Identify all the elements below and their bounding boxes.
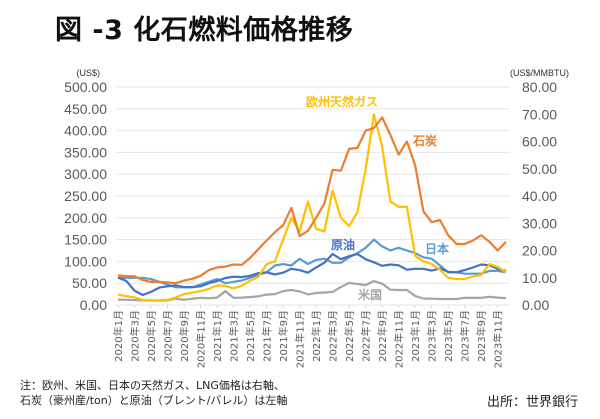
x-tick-label: 2020年11月 — [195, 310, 208, 368]
right-axis-tick-label: 20.00 — [522, 243, 557, 259]
right-axis-tick-label: 70.00 — [522, 106, 557, 122]
left-y-axis: 0.00 50.00 100.00 150.00 200.00 250.00 300.00 3… — [64, 68, 107, 313]
right-axis-tick-label: 30.00 — [522, 215, 557, 231]
x-tick-label: 2023年7月 — [459, 310, 472, 362]
right-axis-tick-label: 10.00 — [522, 270, 557, 286]
left-axis-tick-label: 150.00 — [64, 232, 107, 248]
x-tick-label: 2021年11月 — [294, 310, 307, 368]
right-y-axis: 0.00 10.00 20.00 30.00 40.00 50.00 60.00 70.00 8… — [510, 68, 569, 313]
x-tick-label: 2022年7月 — [360, 310, 373, 362]
x-tick-label: 2023年11月 — [492, 310, 505, 368]
x-tick-label: 2021年5月 — [244, 310, 257, 362]
x-tick-label: 2023年9月 — [475, 310, 488, 362]
left-axis-tick-label: 200.00 — [64, 210, 107, 226]
source-credit: 出所：世界銀行 — [486, 395, 578, 410]
right-axis-unit: (US$/MMBTU) — [510, 68, 569, 78]
series-line-石炭 — [117, 116, 507, 285]
series-line-米国 — [117, 279, 507, 302]
footnote-line-1: 注：欧州、米国、日本の天然ガス、LNG価格は右軸、 — [20, 379, 285, 392]
left-axis-tick-label: 450.00 — [64, 101, 107, 117]
footnote: 注：欧州、米国、日本の天然ガス、LNG価格は右軸、 石炭（豪州産/ton）と原油… — [20, 378, 287, 408]
x-tick-label: 2022年3月 — [327, 310, 340, 362]
series-label: 原油 — [331, 237, 355, 252]
left-axis-tick-label: 50.00 — [72, 275, 107, 291]
series-line-原油 — [117, 252, 507, 297]
footnote-line-2: 石炭（豪州産/ton）と原油（ブレント/バレル）は左軸 — [20, 394, 288, 407]
right-axis-tick-label: 60.00 — [522, 134, 557, 150]
x-tick-label: 2022年11月 — [393, 310, 406, 368]
x-tick-label: 2022年1月 — [310, 310, 323, 362]
series-label: 米国 — [358, 287, 382, 302]
right-axis-tick-label: 0.00 — [522, 297, 549, 313]
series-lines — [117, 113, 507, 302]
chart-title: 図 -3 化石燃料価格推移 — [55, 15, 354, 46]
x-tick-label: 2020年9月 — [178, 310, 191, 362]
left-axis-tick-label: 250.00 — [64, 188, 107, 204]
x-tick-label: 2021年9月 — [277, 310, 290, 362]
right-axis-tick-label: 40.00 — [522, 188, 557, 204]
x-tick-label: 2023年3月 — [426, 310, 439, 362]
x-tick-label: 2022年9月 — [376, 310, 389, 362]
x-tick-label: 2020年5月 — [145, 310, 158, 362]
x-tick-label: 2021年1月 — [211, 310, 224, 362]
left-axis-tick-label: 350.00 — [64, 144, 107, 160]
right-axis-tick-label: 80.00 — [522, 79, 557, 95]
x-tick-label: 2020年7月 — [162, 310, 175, 362]
right-axis-tick-label: 50.00 — [522, 161, 557, 177]
left-axis-tick-label: 400.00 — [64, 123, 107, 139]
x-tick-label: 2021年7月 — [261, 310, 274, 362]
left-axis-tick-label: 500.00 — [64, 79, 107, 95]
left-axis-tick-label: 0.00 — [80, 297, 107, 313]
left-axis-tick-label: 100.00 — [64, 253, 107, 269]
x-tick-label: 2023年5月 — [442, 310, 455, 362]
series-label: 石炭 — [412, 133, 437, 148]
x-tick-label: 2021年3月 — [228, 310, 241, 362]
x-axis: 2020年1月 2020年3月 2020年5月 2020年7月 2020年9月 2020年… — [112, 305, 505, 368]
x-tick-label: 2023年1月 — [409, 310, 422, 362]
left-axis-unit: (US$) — [76, 68, 100, 78]
x-tick-label: 2020年3月 — [129, 310, 142, 362]
x-tick-label: 2020年1月 — [112, 310, 125, 362]
left-axis-tick-label: 300.00 — [64, 166, 107, 182]
series-line-欧州天然ガス — [117, 113, 507, 302]
series-label: 欧州天然ガス — [306, 94, 378, 109]
x-tick-label: 2022年5月 — [343, 310, 356, 362]
series-label: 日本 — [425, 241, 449, 256]
